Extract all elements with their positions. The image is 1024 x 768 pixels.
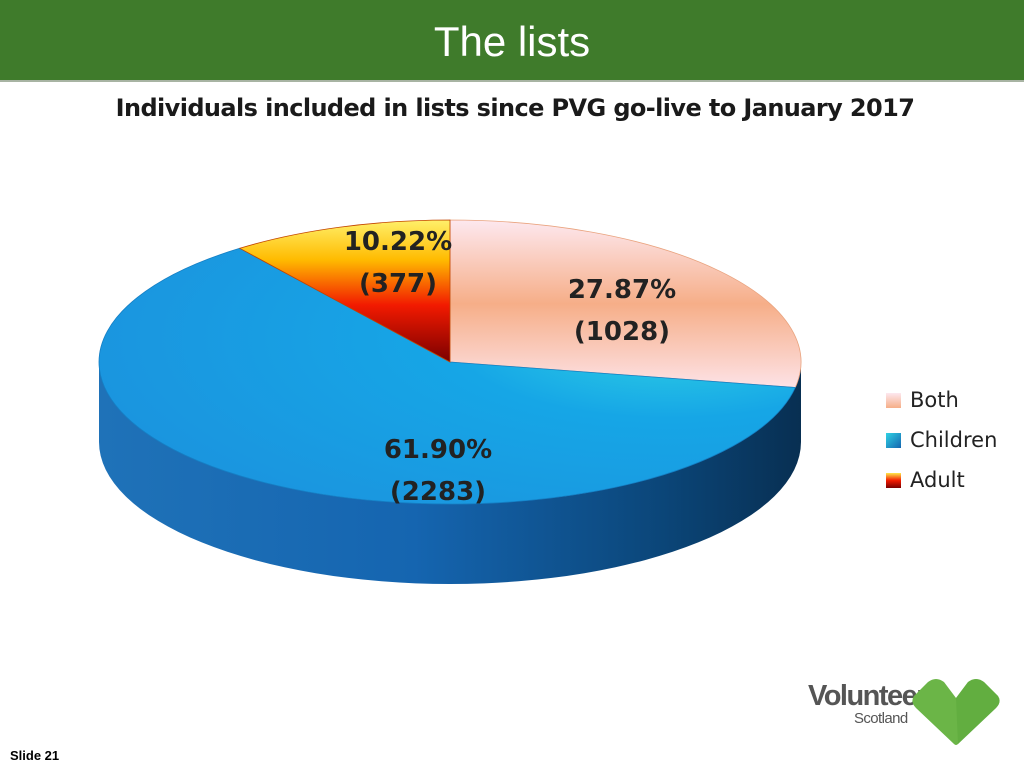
data-label-percent-both: 27.87% <box>568 275 676 305</box>
pie-side-wall <box>99 362 801 584</box>
legend-label-both: Both <box>910 388 959 412</box>
data-label-percent-children: 61.90% <box>384 435 492 465</box>
logo-text-scotland: Scotland <box>854 710 908 727</box>
pie-top <box>98 219 802 505</box>
volunteer-scotland-logo: Volunteer Scotland <box>806 678 1002 748</box>
legend-swatch-children <box>886 432 901 448</box>
legend-swatch-adult <box>886 472 901 488</box>
logo-text-volunteer: Volunteer <box>808 680 928 712</box>
legend-label-children: Children <box>910 428 998 452</box>
data-label-percent-adult: 10.22% <box>344 227 452 257</box>
data-label-count-children: (2283) <box>390 477 486 507</box>
chart-title: Individuals included in lists since PVG … <box>115 94 915 122</box>
pie-labels: 27.87% (1028) 61.90% (2283) 10.22% (377) <box>344 227 676 507</box>
pie-slice-children <box>98 247 796 505</box>
data-label-count-both: (1028) <box>574 317 670 347</box>
slide-number: Slide 21 <box>10 748 60 763</box>
heart-icon <box>912 679 1000 745</box>
pie-side <box>99 362 801 584</box>
pie-slice-adult <box>238 219 451 363</box>
legend-swatch-both <box>886 392 901 408</box>
legend-item-both: Both <box>886 380 997 420</box>
legend: Both Children Adult <box>886 380 997 500</box>
slide-title: The lists <box>433 18 591 65</box>
legend-item-adult: Adult <box>886 460 997 500</box>
pie-slice-both <box>449 219 802 388</box>
legend-label-adult: Adult <box>910 468 965 492</box>
title-bar: The lists <box>0 0 1024 82</box>
data-label-count-adult: (377) <box>359 269 437 299</box>
legend-item-children: Children <box>886 420 997 460</box>
